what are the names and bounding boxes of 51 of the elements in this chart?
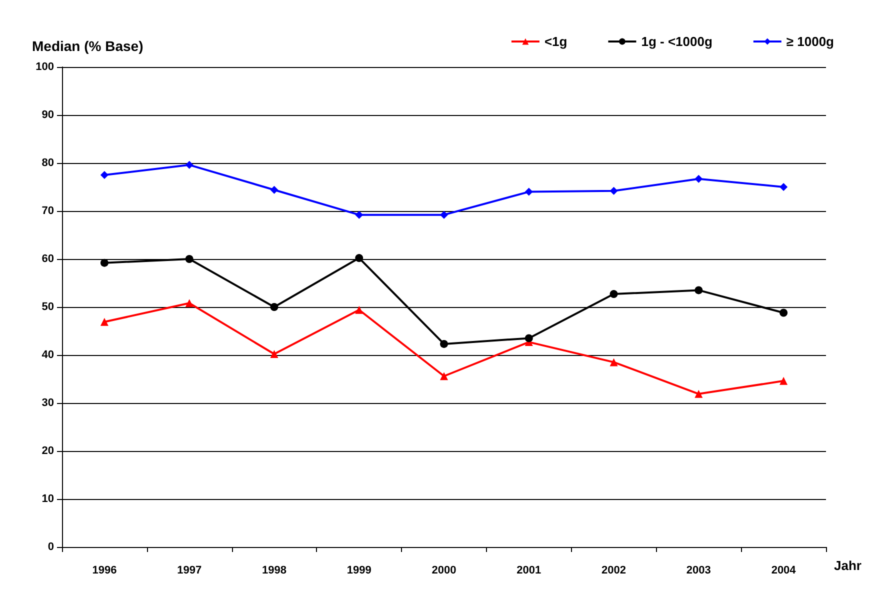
legend-label: 1g - <1000g: [641, 34, 712, 49]
x-tick-label: 1996: [92, 564, 117, 576]
x-axis-title: Jahr: [834, 558, 862, 573]
x-tick-label: 2000: [432, 564, 456, 576]
point: [270, 186, 278, 194]
point: [780, 308, 788, 317]
x-tick-label: 2004: [771, 564, 797, 576]
point: [524, 188, 533, 196]
point: [355, 306, 364, 314]
y-tick-label: 80: [42, 157, 54, 169]
x-tick-label: 2001: [516, 564, 542, 576]
point: [610, 290, 618, 298]
point: [694, 174, 703, 183]
x-tick-label: 2003: [686, 564, 711, 576]
y-tick-label: 50: [42, 301, 54, 313]
point: [780, 376, 788, 385]
y-tick-label: 70: [42, 205, 54, 217]
point: [100, 258, 108, 267]
x-tick-label: 1997: [177, 564, 202, 576]
point: [524, 334, 533, 342]
point: [185, 160, 194, 169]
point: [270, 350, 278, 358]
point: [100, 171, 108, 179]
point: [355, 254, 364, 262]
x-tick-label: 2002: [602, 564, 626, 576]
point: [440, 340, 448, 348]
point: [610, 358, 618, 366]
point: [185, 255, 194, 263]
y-tick-label: 20: [42, 445, 54, 457]
y-tick-label: 90: [42, 109, 54, 121]
y-tick-label: 100: [36, 61, 54, 73]
legend-label: <1g: [544, 34, 568, 49]
point: [780, 183, 788, 191]
legend-label: ≥ 1000g: [786, 34, 834, 49]
y-tick-label: 40: [42, 349, 54, 361]
point: [355, 210, 364, 219]
x-tick-label: 1998: [262, 564, 286, 576]
y-tick-label: 0: [48, 541, 54, 553]
point: [440, 372, 448, 380]
x-tick-label: 1999: [346, 564, 372, 576]
y-tick-label: 10: [42, 493, 54, 505]
point: [185, 299, 194, 308]
y-tick-label: 60: [42, 253, 54, 265]
y-axis-title: Median (% Base): [32, 38, 144, 54]
point: [270, 303, 278, 311]
point: [100, 318, 108, 326]
point: [610, 186, 618, 195]
point: [694, 390, 703, 398]
y-tick-label: 30: [42, 397, 54, 409]
point: [694, 286, 703, 294]
point: [440, 210, 448, 219]
